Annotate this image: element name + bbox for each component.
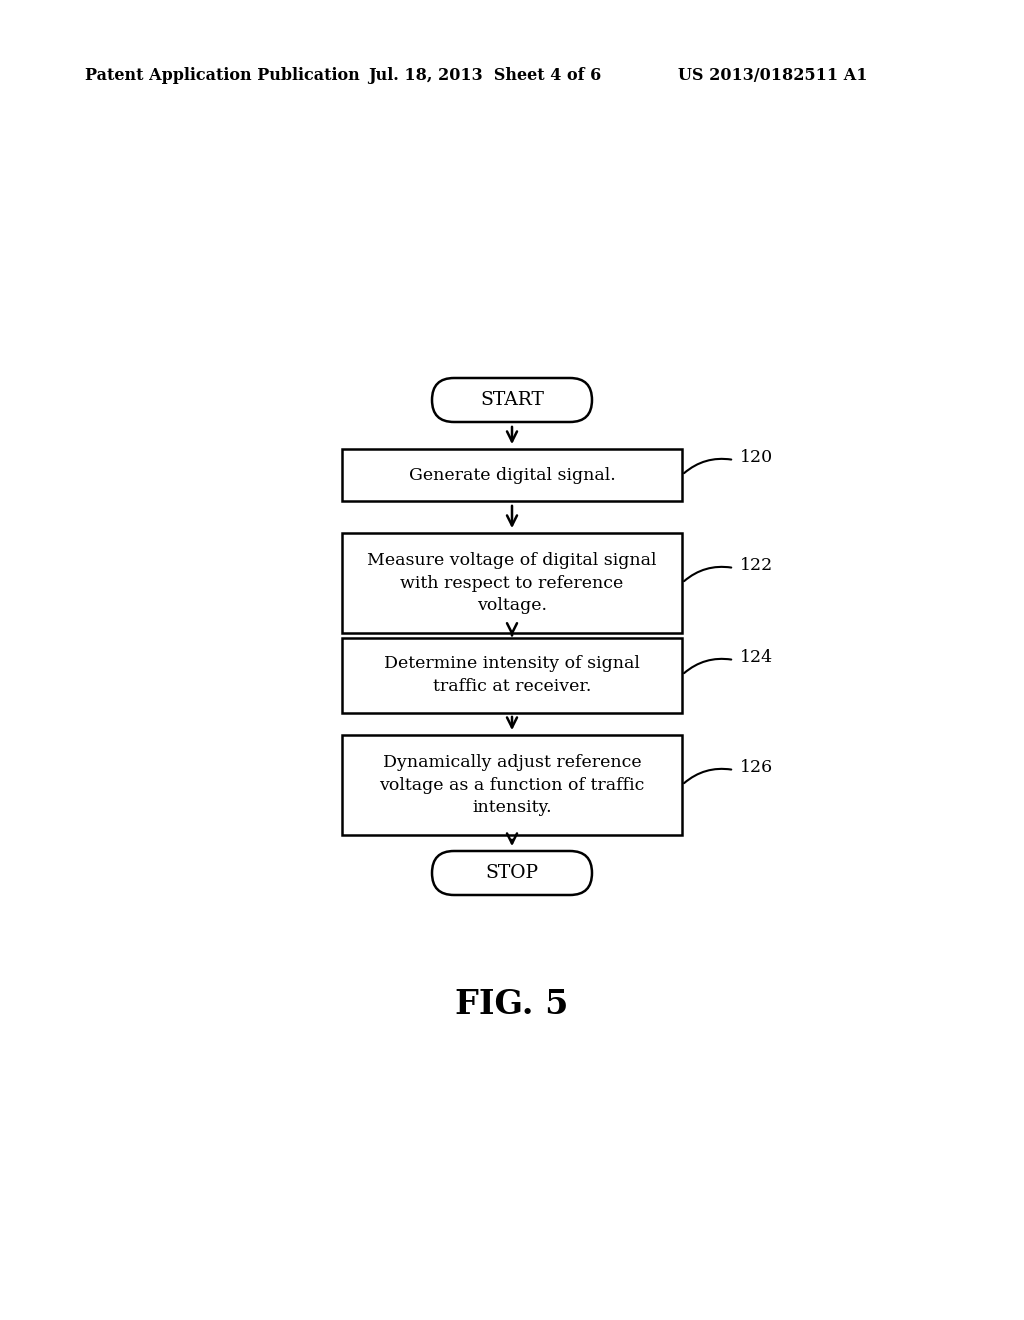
FancyBboxPatch shape bbox=[432, 378, 592, 422]
Text: FIG. 5: FIG. 5 bbox=[456, 989, 568, 1022]
Bar bbox=[342, 638, 682, 713]
Bar bbox=[342, 449, 682, 502]
Text: 120: 120 bbox=[740, 449, 773, 466]
Text: 124: 124 bbox=[740, 648, 773, 665]
Text: START: START bbox=[480, 391, 544, 409]
Text: Jul. 18, 2013  Sheet 4 of 6: Jul. 18, 2013 Sheet 4 of 6 bbox=[368, 66, 601, 83]
Text: Measure voltage of digital signal
with respect to reference
voltage.: Measure voltage of digital signal with r… bbox=[368, 552, 656, 614]
Text: US 2013/0182511 A1: US 2013/0182511 A1 bbox=[678, 66, 867, 83]
Text: STOP: STOP bbox=[485, 865, 539, 882]
Text: 122: 122 bbox=[740, 557, 773, 573]
Bar bbox=[342, 533, 682, 634]
Bar bbox=[342, 735, 682, 836]
Text: 126: 126 bbox=[740, 759, 773, 776]
FancyBboxPatch shape bbox=[432, 851, 592, 895]
Text: Generate digital signal.: Generate digital signal. bbox=[409, 466, 615, 483]
Text: Dynamically adjust reference
voltage as a function of traffic
intensity.: Dynamically adjust reference voltage as … bbox=[379, 754, 645, 816]
Text: Patent Application Publication: Patent Application Publication bbox=[85, 66, 359, 83]
Text: Determine intensity of signal
traffic at receiver.: Determine intensity of signal traffic at… bbox=[384, 656, 640, 694]
